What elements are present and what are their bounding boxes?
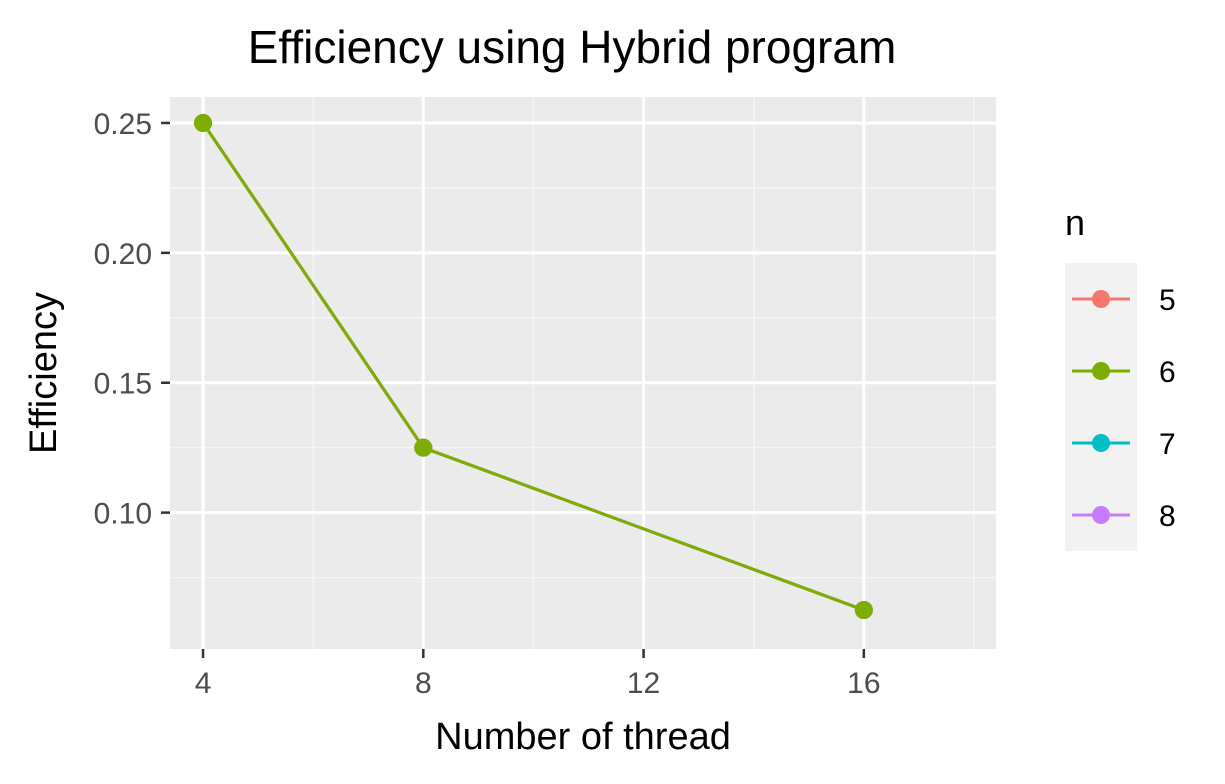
- x-tick-label: 12: [627, 667, 660, 700]
- x-tick-label: 4: [195, 667, 212, 700]
- data-point-6: [854, 601, 873, 620]
- legend-item-5: 5: [1072, 284, 1176, 317]
- grid-major-lines: [170, 97, 996, 649]
- legend-label: 7: [1159, 428, 1176, 461]
- x-axis-title: Number of thread: [435, 716, 731, 758]
- legend-key-point: [1092, 290, 1110, 308]
- x-axis: 4 8 12 16: [195, 649, 881, 700]
- x-tick-label: 16: [847, 667, 880, 700]
- grid-minor-lines: [170, 97, 996, 649]
- y-axis: 0.10 0.15 0.20 0.25: [94, 108, 170, 531]
- legend: n 5 6 7 8: [1065, 202, 1176, 551]
- chart-title: Efficiency using Hybrid program: [248, 21, 897, 73]
- legend-key-point: [1092, 362, 1110, 380]
- legend-key-point: [1092, 506, 1110, 524]
- series-points: [194, 113, 873, 620]
- y-tick-label: 0.20: [94, 238, 152, 271]
- legend-title: n: [1065, 202, 1085, 243]
- plot-panel: [170, 97, 996, 649]
- legend-key-background: [1065, 263, 1137, 551]
- x-tick-label: 8: [415, 667, 432, 700]
- legend-item-8: 8: [1072, 500, 1176, 533]
- y-tick-label: 0.15: [94, 368, 152, 401]
- legend-label: 5: [1159, 284, 1176, 317]
- y-tick-label: 0.10: [94, 498, 152, 531]
- data-point-6: [414, 438, 433, 457]
- legend-label: 6: [1159, 356, 1176, 389]
- legend-item-6: 6: [1072, 356, 1176, 389]
- legend-label: 8: [1159, 500, 1176, 533]
- legend-item-7: 7: [1072, 428, 1176, 461]
- y-axis-title: Efficiency: [23, 292, 65, 454]
- y-tick-label: 0.25: [94, 108, 152, 141]
- legend-key-point: [1092, 434, 1110, 452]
- data-point-6: [194, 113, 213, 132]
